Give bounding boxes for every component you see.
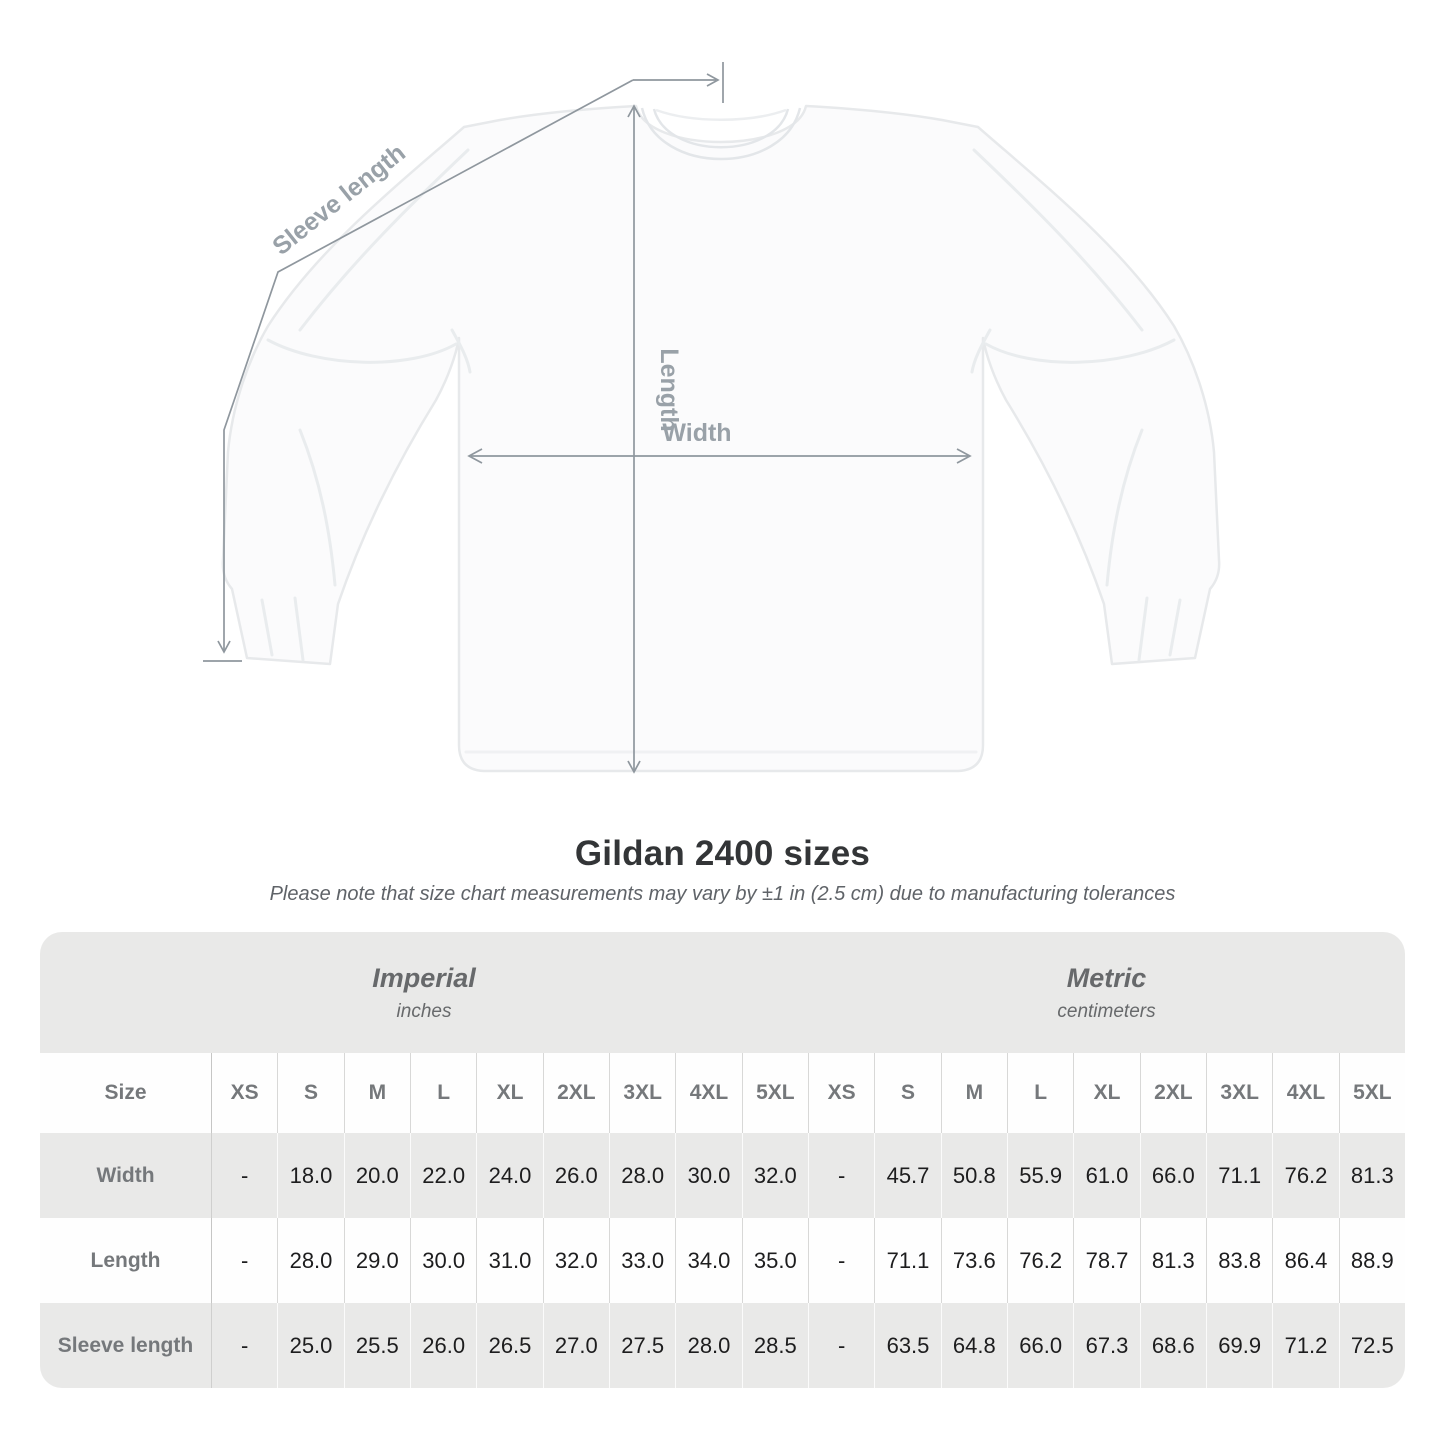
value-cell-metric-1-2: 73.6: [940, 1218, 1007, 1303]
value-cell-metric-2-0: -: [808, 1303, 874, 1388]
value-cell-metric-1-1: 71.1: [874, 1218, 941, 1303]
size-header-metric-4: XL: [1073, 1053, 1140, 1133]
size-header-imperial-6: 3XL: [609, 1053, 676, 1133]
value-cell-imperial-0-1: 18.0: [277, 1133, 343, 1218]
shirt-illustration-svg: Sleeve length Length Width: [203, 62, 1221, 774]
value-cell-metric-0-7: 76.2: [1272, 1133, 1338, 1218]
sleeve-length-arrow: [203, 62, 724, 662]
value-cell-imperial-0-6: 28.0: [609, 1133, 675, 1218]
size-header-imperial-8: 5XL: [741, 1053, 808, 1133]
value-cell-imperial-1-7: 34.0: [675, 1218, 742, 1303]
value-cell-imperial-0-7: 30.0: [675, 1133, 741, 1218]
size-column-header: Size: [40, 1053, 211, 1133]
value-cell-metric-1-6: 83.8: [1206, 1218, 1273, 1303]
value-cell-imperial-1-0: -: [211, 1218, 278, 1303]
row-label-2: Sleeve length: [57, 1333, 194, 1357]
value-cell-metric-0-1: 45.7: [874, 1133, 940, 1218]
value-cell-imperial-1-2: 29.0: [343, 1218, 410, 1303]
value-cell-metric-0-4: 61.0: [1073, 1133, 1139, 1218]
unit-sub-metric: centimeters: [1057, 1000, 1156, 1022]
value-cell-imperial-0-4: 24.0: [476, 1133, 542, 1218]
size-header-metric-0: XS: [808, 1053, 875, 1133]
size-header-imperial-4: XL: [476, 1053, 543, 1133]
value-cell-imperial-0-3: 22.0: [410, 1133, 476, 1218]
value-cell-imperial-0-5: 26.0: [542, 1133, 609, 1218]
value-cell-metric-0-8: 81.3: [1338, 1133, 1405, 1218]
size-header-metric-6: 3XL: [1206, 1053, 1273, 1133]
size-table: Imperial inches Metric centimeters Size X…: [40, 932, 1405, 1388]
value-cell-metric-1-5: 81.3: [1139, 1218, 1206, 1303]
value-cell-metric-2-8: 72.5: [1338, 1303, 1405, 1388]
value-cell-metric-2-1: 63.5: [874, 1303, 940, 1388]
width-arrow: [467, 448, 972, 464]
width-label: Width: [662, 419, 731, 447]
value-cell-imperial-2-8: 28.5: [741, 1303, 808, 1388]
page-subtitle: Please note that size chart measurements…: [269, 883, 1176, 905]
row-label-1: Length: [40, 1218, 211, 1303]
value-cell-metric-2-4: 67.3: [1073, 1303, 1139, 1388]
value-cell-imperial-2-0: -: [211, 1303, 277, 1388]
length-label: Length: [655, 348, 683, 431]
shirt-diagram: Sleeve length Length Width: [203, 62, 1221, 774]
value-cell-imperial-2-3: 26.0: [410, 1303, 476, 1388]
shirt-silhouette: [221, 104, 1221, 773]
size-header-imperial-7: 4XL: [675, 1053, 742, 1133]
length-arrow: [627, 104, 641, 774]
value-cell-metric-2-7: 71.2: [1272, 1303, 1338, 1388]
value-cell-imperial-0-0: -: [211, 1133, 277, 1218]
value-cell-imperial-1-5: 32.0: [542, 1218, 609, 1303]
value-cell-metric-1-3: 76.2: [1007, 1218, 1074, 1303]
value-cell-metric-0-3: 55.9: [1007, 1133, 1073, 1218]
value-cell-metric-1-0: -: [808, 1218, 875, 1303]
size-header-imperial-2: M: [343, 1053, 410, 1133]
value-cell-metric-2-3: 66.0: [1007, 1303, 1073, 1388]
value-cell-imperial-0-2: 20.0: [343, 1133, 410, 1218]
size-header-imperial-0: XS: [211, 1053, 278, 1133]
value-cell-metric-2-5: 68.6: [1139, 1303, 1206, 1388]
size-header-imperial-1: S: [277, 1053, 344, 1133]
fabric-folds: [260, 148, 1182, 754]
row-label-0: Width: [96, 1163, 155, 1187]
value-cell-imperial-2-2: 25.5: [343, 1303, 410, 1388]
value-cell-imperial-2-5: 27.0: [542, 1303, 609, 1388]
value-cell-imperial-1-3: 30.0: [410, 1218, 477, 1303]
page-title: Gildan 2400 sizes: [574, 834, 871, 873]
value-cell-metric-0-5: 66.0: [1139, 1133, 1206, 1218]
value-cell-metric-0-6: 71.1: [1206, 1133, 1272, 1218]
unit-header-imperial: Imperial inches: [40, 932, 808, 1053]
value-cell-metric-1-7: 86.4: [1272, 1218, 1339, 1303]
unit-header-metric: Metric centimeters: [808, 932, 1405, 1053]
value-cell-imperial-2-7: 28.0: [675, 1303, 741, 1388]
unit-name-imperial: Imperial: [372, 962, 476, 993]
collar: [640, 107, 802, 161]
unit-sub-imperial: inches: [396, 1000, 452, 1022]
unit-name-metric: Metric: [1066, 962, 1147, 993]
value-cell-imperial-1-4: 31.0: [476, 1218, 543, 1303]
size-header-metric-5: 2XL: [1139, 1053, 1206, 1133]
value-cell-imperial-1-8: 35.0: [741, 1218, 808, 1303]
value-cell-imperial-1-1: 28.0: [277, 1218, 344, 1303]
value-cell-imperial-0-8: 32.0: [741, 1133, 808, 1218]
size-header-imperial-5: 2XL: [542, 1053, 609, 1133]
value-cell-metric-1-4: 78.7: [1073, 1218, 1140, 1303]
size-header-metric-1: S: [874, 1053, 941, 1133]
size-header-metric-2: M: [940, 1053, 1007, 1133]
value-cell-metric-2-2: 64.8: [940, 1303, 1007, 1388]
value-cell-imperial-2-1: 25.0: [277, 1303, 343, 1388]
value-cell-imperial-2-6: 27.5: [609, 1303, 675, 1388]
value-cell-metric-1-8: 88.9: [1338, 1218, 1405, 1303]
value-cell-metric-0-2: 50.8: [940, 1133, 1007, 1218]
value-cell-imperial-2-4: 26.5: [476, 1303, 542, 1388]
size-header-metric-7: 4XL: [1272, 1053, 1339, 1133]
size-header-imperial-3: L: [410, 1053, 477, 1133]
value-cell-metric-0-0: -: [808, 1133, 874, 1218]
size-header-metric-3: L: [1007, 1053, 1074, 1133]
value-cell-metric-2-6: 69.9: [1206, 1303, 1272, 1388]
value-cell-imperial-1-6: 33.0: [609, 1218, 676, 1303]
size-header-metric-8: 5XL: [1338, 1053, 1405, 1133]
